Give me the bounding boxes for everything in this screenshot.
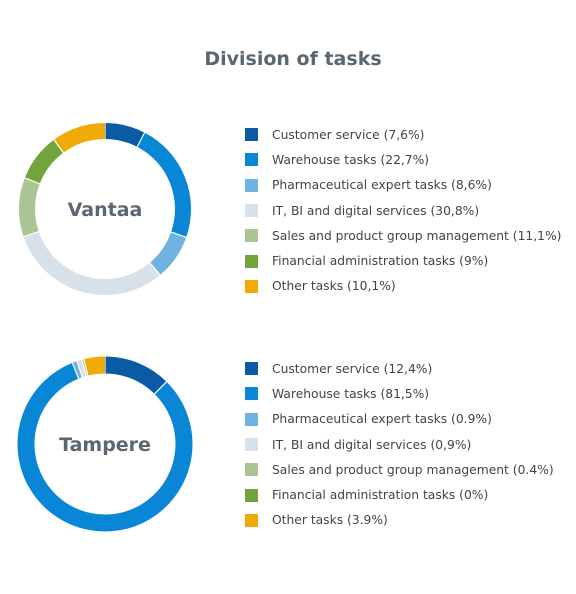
legend-label: Customer service (7,6%) bbox=[272, 127, 425, 142]
legend-item-pharmaceutical-expert-tasks: Pharmaceutical expert tasks (0.9%) bbox=[245, 407, 554, 432]
vantaa-center-label: Vantaa bbox=[67, 199, 143, 221]
vantaa-donut bbox=[19, 122, 191, 295]
chart-title: Division of tasks bbox=[204, 48, 382, 70]
legend-item-customer-service: Customer service (7,6%) bbox=[245, 122, 561, 147]
donut-slice-customer-service bbox=[104, 356, 167, 395]
legend-swatch bbox=[245, 178, 258, 192]
legend-swatch bbox=[245, 279, 258, 293]
legend-swatch bbox=[245, 412, 258, 426]
legend-item-financial-administration-tasks: Financial administration tasks (0%) bbox=[245, 482, 554, 507]
legend-swatch bbox=[245, 153, 258, 167]
legend-item-it-bi-and-digital-services: IT, BI and digital services (0,9%) bbox=[245, 432, 554, 457]
donut-slice-pharmaceutical-expert-tasks bbox=[149, 231, 187, 276]
tampere-center-label: Tampere bbox=[59, 434, 151, 456]
tampere-legend: Customer service (12,4%) Warehouse tasks … bbox=[245, 356, 554, 533]
legend-label: Pharmaceutical expert tasks (0.9%) bbox=[272, 412, 492, 427]
legend-label: Warehouse tasks (81,5%) bbox=[272, 386, 430, 401]
legend-swatch bbox=[245, 128, 258, 142]
legend-item-pharmaceutical-expert-tasks: Pharmaceutical expert tasks (8,6%) bbox=[245, 173, 561, 198]
legend-label: IT, BI and digital services (30,8%) bbox=[272, 203, 480, 218]
legend-item-sales-and-product-group-management: Sales and product group management (0.4%… bbox=[245, 457, 554, 482]
legend-swatch bbox=[245, 254, 258, 268]
slice-separator bbox=[22, 230, 40, 238]
slice-separator bbox=[80, 358, 88, 378]
legend-label: Other tasks (10,1%) bbox=[272, 279, 396, 294]
legend-item-customer-service: Customer service (12,4%) bbox=[245, 356, 554, 381]
legend-label: Financial administration tasks (0%) bbox=[272, 488, 489, 503]
legend-swatch bbox=[245, 513, 258, 527]
donut-slice-other-tasks bbox=[53, 123, 106, 153]
slice-separator bbox=[23, 177, 41, 185]
slice-separator bbox=[52, 138, 65, 154]
donut-slice-warehouse-tasks bbox=[17, 362, 193, 532]
donut-slice-sales-and-product-group-management bbox=[19, 177, 40, 237]
legend-label: Pharmaceutical expert tasks (8,6%) bbox=[272, 178, 492, 193]
donut-slice-other-tasks bbox=[83, 356, 106, 376]
donut-slice-customer-service bbox=[104, 123, 145, 147]
donut-slice-pharmaceutical-expert-tasks bbox=[72, 361, 83, 379]
donut-slice-it-bi-and-digital-services bbox=[76, 359, 87, 378]
legend-swatch bbox=[245, 438, 258, 452]
donut-slice-warehouse-tasks bbox=[136, 132, 191, 238]
slice-separator bbox=[148, 261, 162, 277]
legend-label: Other tasks (3.9%) bbox=[272, 513, 388, 528]
legend-label: Financial administration tasks (9%) bbox=[272, 254, 489, 269]
legend-label: IT, BI and digital services (0,9%) bbox=[272, 437, 472, 452]
legend-item-warehouse-tasks: Warehouse tasks (81,5%) bbox=[245, 381, 554, 406]
legend-swatch bbox=[245, 204, 258, 218]
legend-item-financial-administration-tasks: Financial administration tasks (9%) bbox=[245, 248, 561, 273]
legend-label: Customer service (12,4%) bbox=[272, 361, 433, 376]
slice-separator bbox=[76, 359, 84, 379]
legend-item-warehouse-tasks: Warehouse tasks (22,7%) bbox=[245, 147, 561, 172]
legend-item-other-tasks: Other tasks (3.9%) bbox=[245, 508, 554, 533]
tampere-donut bbox=[17, 355, 193, 532]
legend-swatch bbox=[245, 463, 258, 477]
slice-separator bbox=[136, 131, 146, 149]
legend-item-other-tasks: Other tasks (10,1%) bbox=[245, 274, 561, 299]
legend-label: Sales and product group management (11,1… bbox=[272, 228, 562, 243]
slice-separator bbox=[153, 380, 168, 395]
legend-item-it-bi-and-digital-services: IT, BI and digital services (30,8%) bbox=[245, 198, 561, 223]
donut-slice-financial-administration-tasks bbox=[24, 139, 64, 185]
legend-item-sales-and-product-group-management: Sales and product group management (11,1… bbox=[245, 223, 561, 248]
legend-swatch bbox=[245, 488, 258, 502]
legend-swatch bbox=[245, 362, 258, 376]
legend-swatch bbox=[245, 387, 258, 401]
legend-swatch bbox=[245, 229, 258, 243]
legend-label: Warehouse tasks (22,7%) bbox=[272, 152, 430, 167]
donut-slice-it-bi-and-digital-services bbox=[23, 231, 161, 295]
legend-label: Sales and product group management (0.4%… bbox=[272, 462, 554, 477]
slice-separator bbox=[169, 231, 188, 239]
slice-separator bbox=[82, 357, 89, 377]
vantaa-legend: Customer service (7,6%) Warehouse tasks (… bbox=[245, 122, 561, 299]
slice-separator bbox=[71, 361, 80, 380]
